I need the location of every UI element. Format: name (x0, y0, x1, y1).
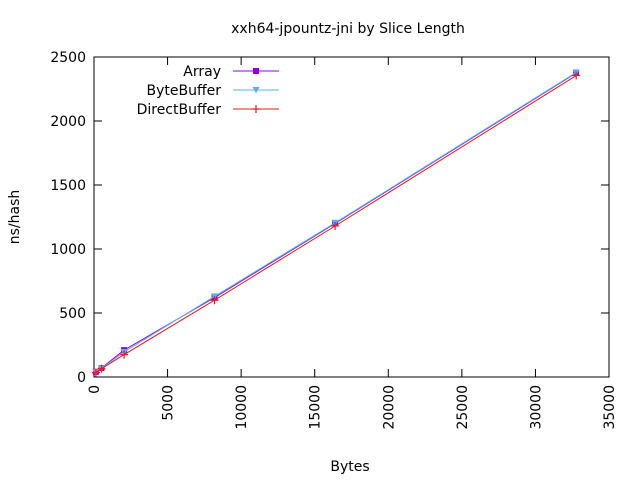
series-line-directbuffer (95, 75, 577, 373)
legend-label: Array (183, 64, 221, 80)
y-tick-label: 0 (77, 370, 86, 386)
legend-item-bytebuffer: ByteBuffer (147, 83, 279, 99)
y-axis-title: ns/hash (7, 190, 23, 245)
x-tick-label: 25000 (455, 385, 471, 430)
legend-label: DirectBuffer (137, 102, 222, 118)
data-point-directbuffer (97, 364, 106, 373)
data-point-directbuffer (572, 71, 581, 80)
y-tick-label: 2500 (50, 50, 86, 66)
data-point-directbuffer (331, 221, 340, 230)
x-tick-label: 5000 (161, 385, 177, 421)
x-axis-title: Bytes (330, 459, 369, 475)
y-tick-label: 1000 (50, 242, 86, 258)
series-group (91, 69, 581, 377)
x-tick-label: 15000 (308, 385, 324, 430)
y-tick-label: 500 (59, 306, 86, 322)
legend-item-array: Array (183, 64, 279, 80)
plot-frame (93, 56, 610, 378)
x-tick-label: 30000 (528, 385, 544, 430)
legend-marker-directbuffer (252, 105, 260, 113)
chart-title: xxh64-jpountz-jni by Slice Length (231, 21, 465, 37)
x-tick-label: 35000 (602, 385, 618, 430)
x-tick-label: 20000 (381, 385, 397, 430)
legend: Array ByteBuffer DirectBuffer (137, 64, 279, 118)
legend-label: ByteBuffer (147, 83, 222, 99)
series-directbuffer (91, 71, 581, 377)
y-tick-label: 1500 (50, 178, 86, 194)
legend-marker-bytebuffer (252, 87, 260, 94)
y-tick-label: 2000 (50, 114, 86, 130)
x-tick-label: 0 (87, 385, 103, 394)
data-point-directbuffer (120, 350, 129, 359)
data-point-directbuffer (91, 368, 100, 377)
legend-marker-array (253, 68, 259, 74)
data-point-directbuffer (210, 296, 219, 305)
x-tick-label: 10000 (234, 385, 250, 430)
legend-item-directbuffer: DirectBuffer (137, 102, 279, 118)
